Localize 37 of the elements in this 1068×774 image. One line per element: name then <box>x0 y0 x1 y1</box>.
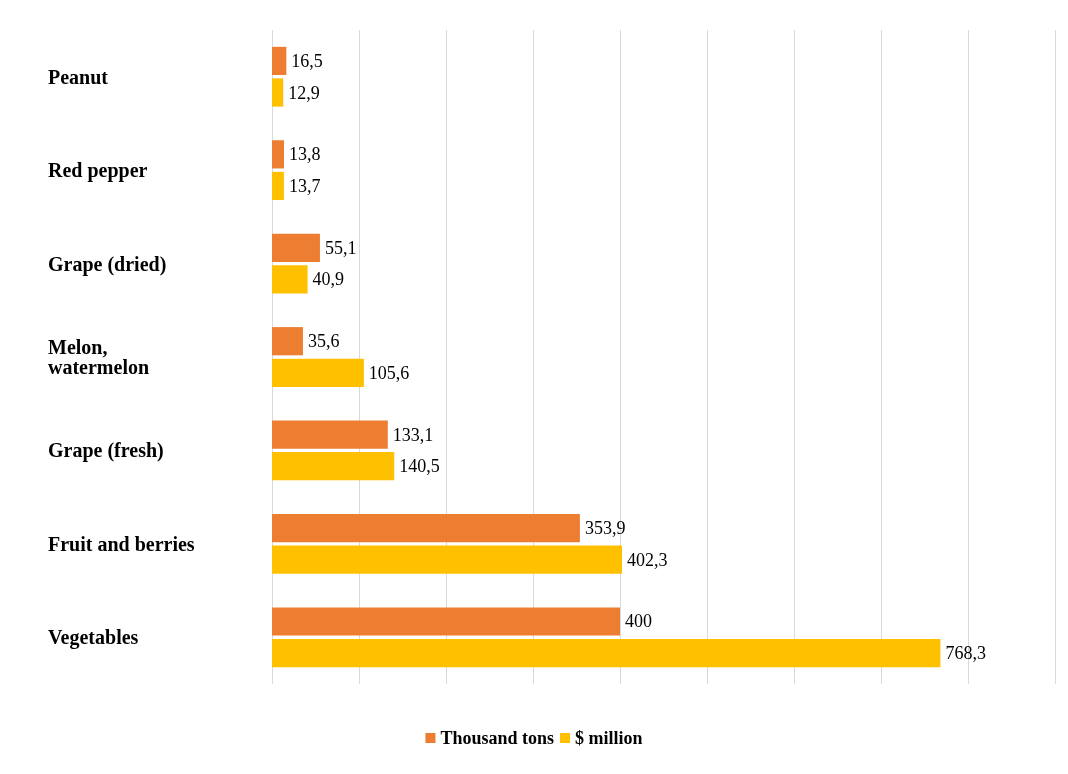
y-tick-label: Grape (dried) <box>48 252 167 276</box>
data-label: 40,9 <box>312 269 345 290</box>
data-label: 35,6 <box>307 331 340 352</box>
bar <box>272 140 285 169</box>
y-tick-label: Grape (fresh) <box>48 439 164 463</box>
data-label: 133,1 <box>392 424 434 445</box>
data-label: 140,5 <box>399 456 440 477</box>
bar <box>272 327 303 356</box>
data-label: 12,9 <box>288 82 320 103</box>
bar <box>272 265 308 294</box>
data-label: 55,1 <box>324 237 357 258</box>
legend-label: Thousand tons <box>440 728 555 748</box>
data-label: 402,3 <box>627 549 668 570</box>
bar <box>272 513 580 543</box>
bar <box>272 171 284 201</box>
data-label: 768,3 <box>945 643 986 664</box>
bar <box>272 420 388 449</box>
bar <box>272 452 395 481</box>
bar <box>272 46 287 76</box>
y-tick-label: Melon, watermelon <box>48 336 150 378</box>
data-label: 13,8 <box>289 144 321 165</box>
bar <box>272 545 622 574</box>
y-tick-label: Red pepper <box>48 159 148 183</box>
data-label: 353,9 <box>584 518 626 539</box>
bar <box>272 638 941 668</box>
bar <box>272 607 620 636</box>
bar <box>272 358 364 387</box>
y-tick-label: Fruit and berries <box>48 532 195 555</box>
data-label: 400 <box>625 611 652 632</box>
data-label: 16,5 <box>291 50 323 71</box>
y-tick-label: Vegetables <box>48 626 139 650</box>
y-tick-label: Peanut <box>48 65 109 88</box>
bar <box>272 233 320 262</box>
data-label: 105,6 <box>368 362 410 383</box>
bar <box>272 78 284 107</box>
data-label: 13,7 <box>288 175 321 196</box>
legend-label: $ million <box>575 728 643 748</box>
